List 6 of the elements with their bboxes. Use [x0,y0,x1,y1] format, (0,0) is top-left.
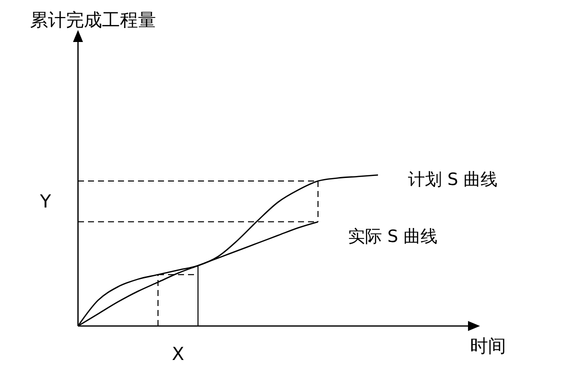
text: X [172,344,184,365]
x-axis-title: 时间 [470,336,506,357]
series-label: 实际 S 曲线 [348,226,438,247]
chart-title: 累计完成工程量 [30,10,156,31]
series-label: 计划 S 曲线 [408,170,498,190]
text: Y [39,191,52,212]
